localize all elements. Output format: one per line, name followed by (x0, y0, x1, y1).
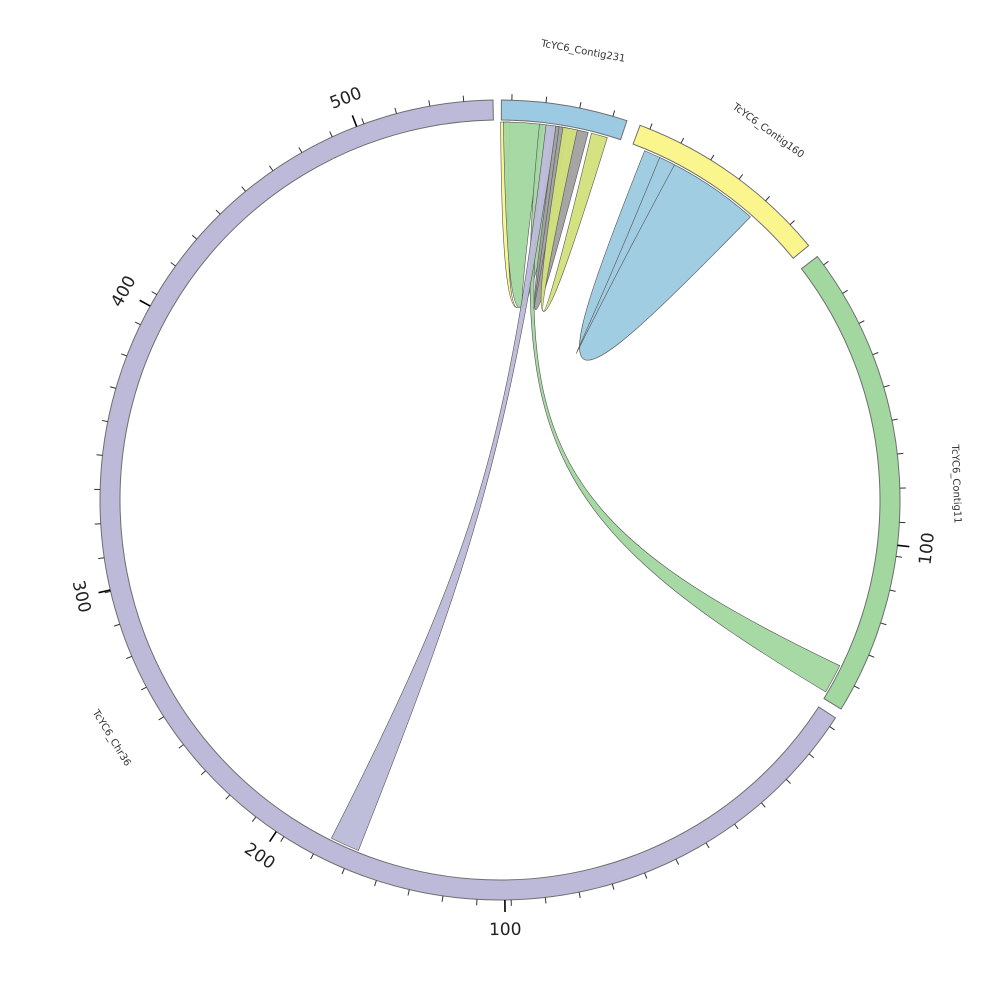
minor-tick (251, 816, 257, 822)
minor-tick (853, 685, 860, 690)
major-tick (268, 831, 277, 843)
segment-c11[interactable] (800, 255, 901, 710)
major-tick (897, 544, 910, 548)
minor-tick (104, 590, 111, 594)
links-group (330, 121, 841, 851)
minor-tick (675, 858, 680, 865)
tick-label: 300 (68, 579, 95, 615)
minor-tick (126, 655, 132, 660)
minor-tick (872, 352, 879, 356)
minor-tick (241, 186, 246, 192)
minor-tick (298, 147, 303, 153)
minor-tick (269, 165, 274, 172)
minor-tick (280, 836, 285, 842)
minor-tick (407, 889, 410, 896)
minor-tick (545, 96, 548, 103)
minor-tick (121, 353, 127, 357)
minor-tick (765, 196, 770, 202)
link-c231-c11-2[interactable] (529, 123, 841, 693)
minor-tick (225, 794, 231, 800)
minor-tick (329, 131, 333, 138)
minor-tick (829, 726, 835, 731)
minor-tick (178, 744, 184, 749)
minor-tick (109, 386, 117, 389)
segment-name-chr36: TcYC6_Chr36 (89, 707, 132, 768)
minor-tick (868, 654, 875, 658)
minor-tick (191, 234, 198, 240)
ticks-group (94, 94, 910, 912)
minor-tick (215, 209, 221, 215)
segment-c231[interactable] (500, 99, 628, 141)
minor-tick (441, 895, 444, 902)
minor-tick (158, 716, 165, 721)
minor-tick (858, 320, 865, 324)
major-tick (351, 115, 358, 127)
segment-c160[interactable] (632, 124, 810, 259)
minor-tick (361, 118, 365, 125)
link-c231-c231-5[interactable] (540, 126, 608, 312)
minor-tick (113, 623, 120, 627)
minor-tick (170, 262, 176, 267)
minor-tick (880, 622, 887, 626)
segment-name-c231: TcYC6_Contig231 (539, 38, 626, 65)
minor-tick (808, 753, 815, 759)
minor-tick (462, 95, 465, 102)
minor-tick (738, 174, 744, 180)
segment-name-c160: TcYC6_Contig160 (729, 101, 805, 161)
minor-tick (705, 842, 710, 849)
minor-tick (98, 557, 105, 560)
minor-tick (889, 589, 896, 592)
tick-label: 100 (489, 920, 522, 940)
minor-tick (823, 260, 829, 266)
minor-tick (760, 802, 766, 808)
major-tick (139, 299, 151, 307)
tick-label: 500 (327, 83, 364, 113)
minor-tick (151, 291, 158, 296)
tick-label: 100 (915, 531, 939, 566)
minor-tick (680, 137, 685, 144)
minor-tick (140, 686, 147, 691)
minor-tick (200, 770, 206, 776)
minor-tick (895, 555, 903, 558)
minor-tick (649, 123, 653, 130)
minor-tick (644, 872, 648, 879)
tick-label: 400 (107, 272, 140, 310)
segments-group (99, 99, 901, 901)
minor-tick (310, 853, 314, 860)
minor-tick (374, 880, 377, 887)
link-c231-chr36-3[interactable] (330, 124, 557, 851)
minor-tick (578, 892, 581, 899)
minor-tick (544, 897, 547, 904)
segment-name-c11: TcYC6_Contig11 (949, 443, 963, 523)
minor-tick (579, 102, 582, 109)
minor-tick (710, 154, 715, 161)
link-c160-c160-6[interactable] (575, 150, 751, 361)
minor-tick (842, 289, 848, 294)
minor-tick (394, 107, 397, 114)
segment-chr36[interactable] (99, 99, 837, 901)
minor-tick (612, 110, 616, 117)
minor-tick (734, 823, 739, 830)
tick-label: 200 (241, 839, 279, 874)
minor-tick (134, 321, 141, 326)
minor-tick (101, 419, 108, 423)
minor-tick (341, 868, 345, 875)
major-tick (98, 589, 111, 594)
minor-tick (789, 220, 795, 226)
minor-tick (897, 452, 904, 455)
minor-tick (611, 883, 615, 890)
minor-tick (785, 779, 791, 784)
minor-tick (428, 100, 431, 107)
minor-tick (96, 454, 103, 456)
minor-tick (883, 384, 890, 388)
minor-tick (891, 418, 898, 421)
